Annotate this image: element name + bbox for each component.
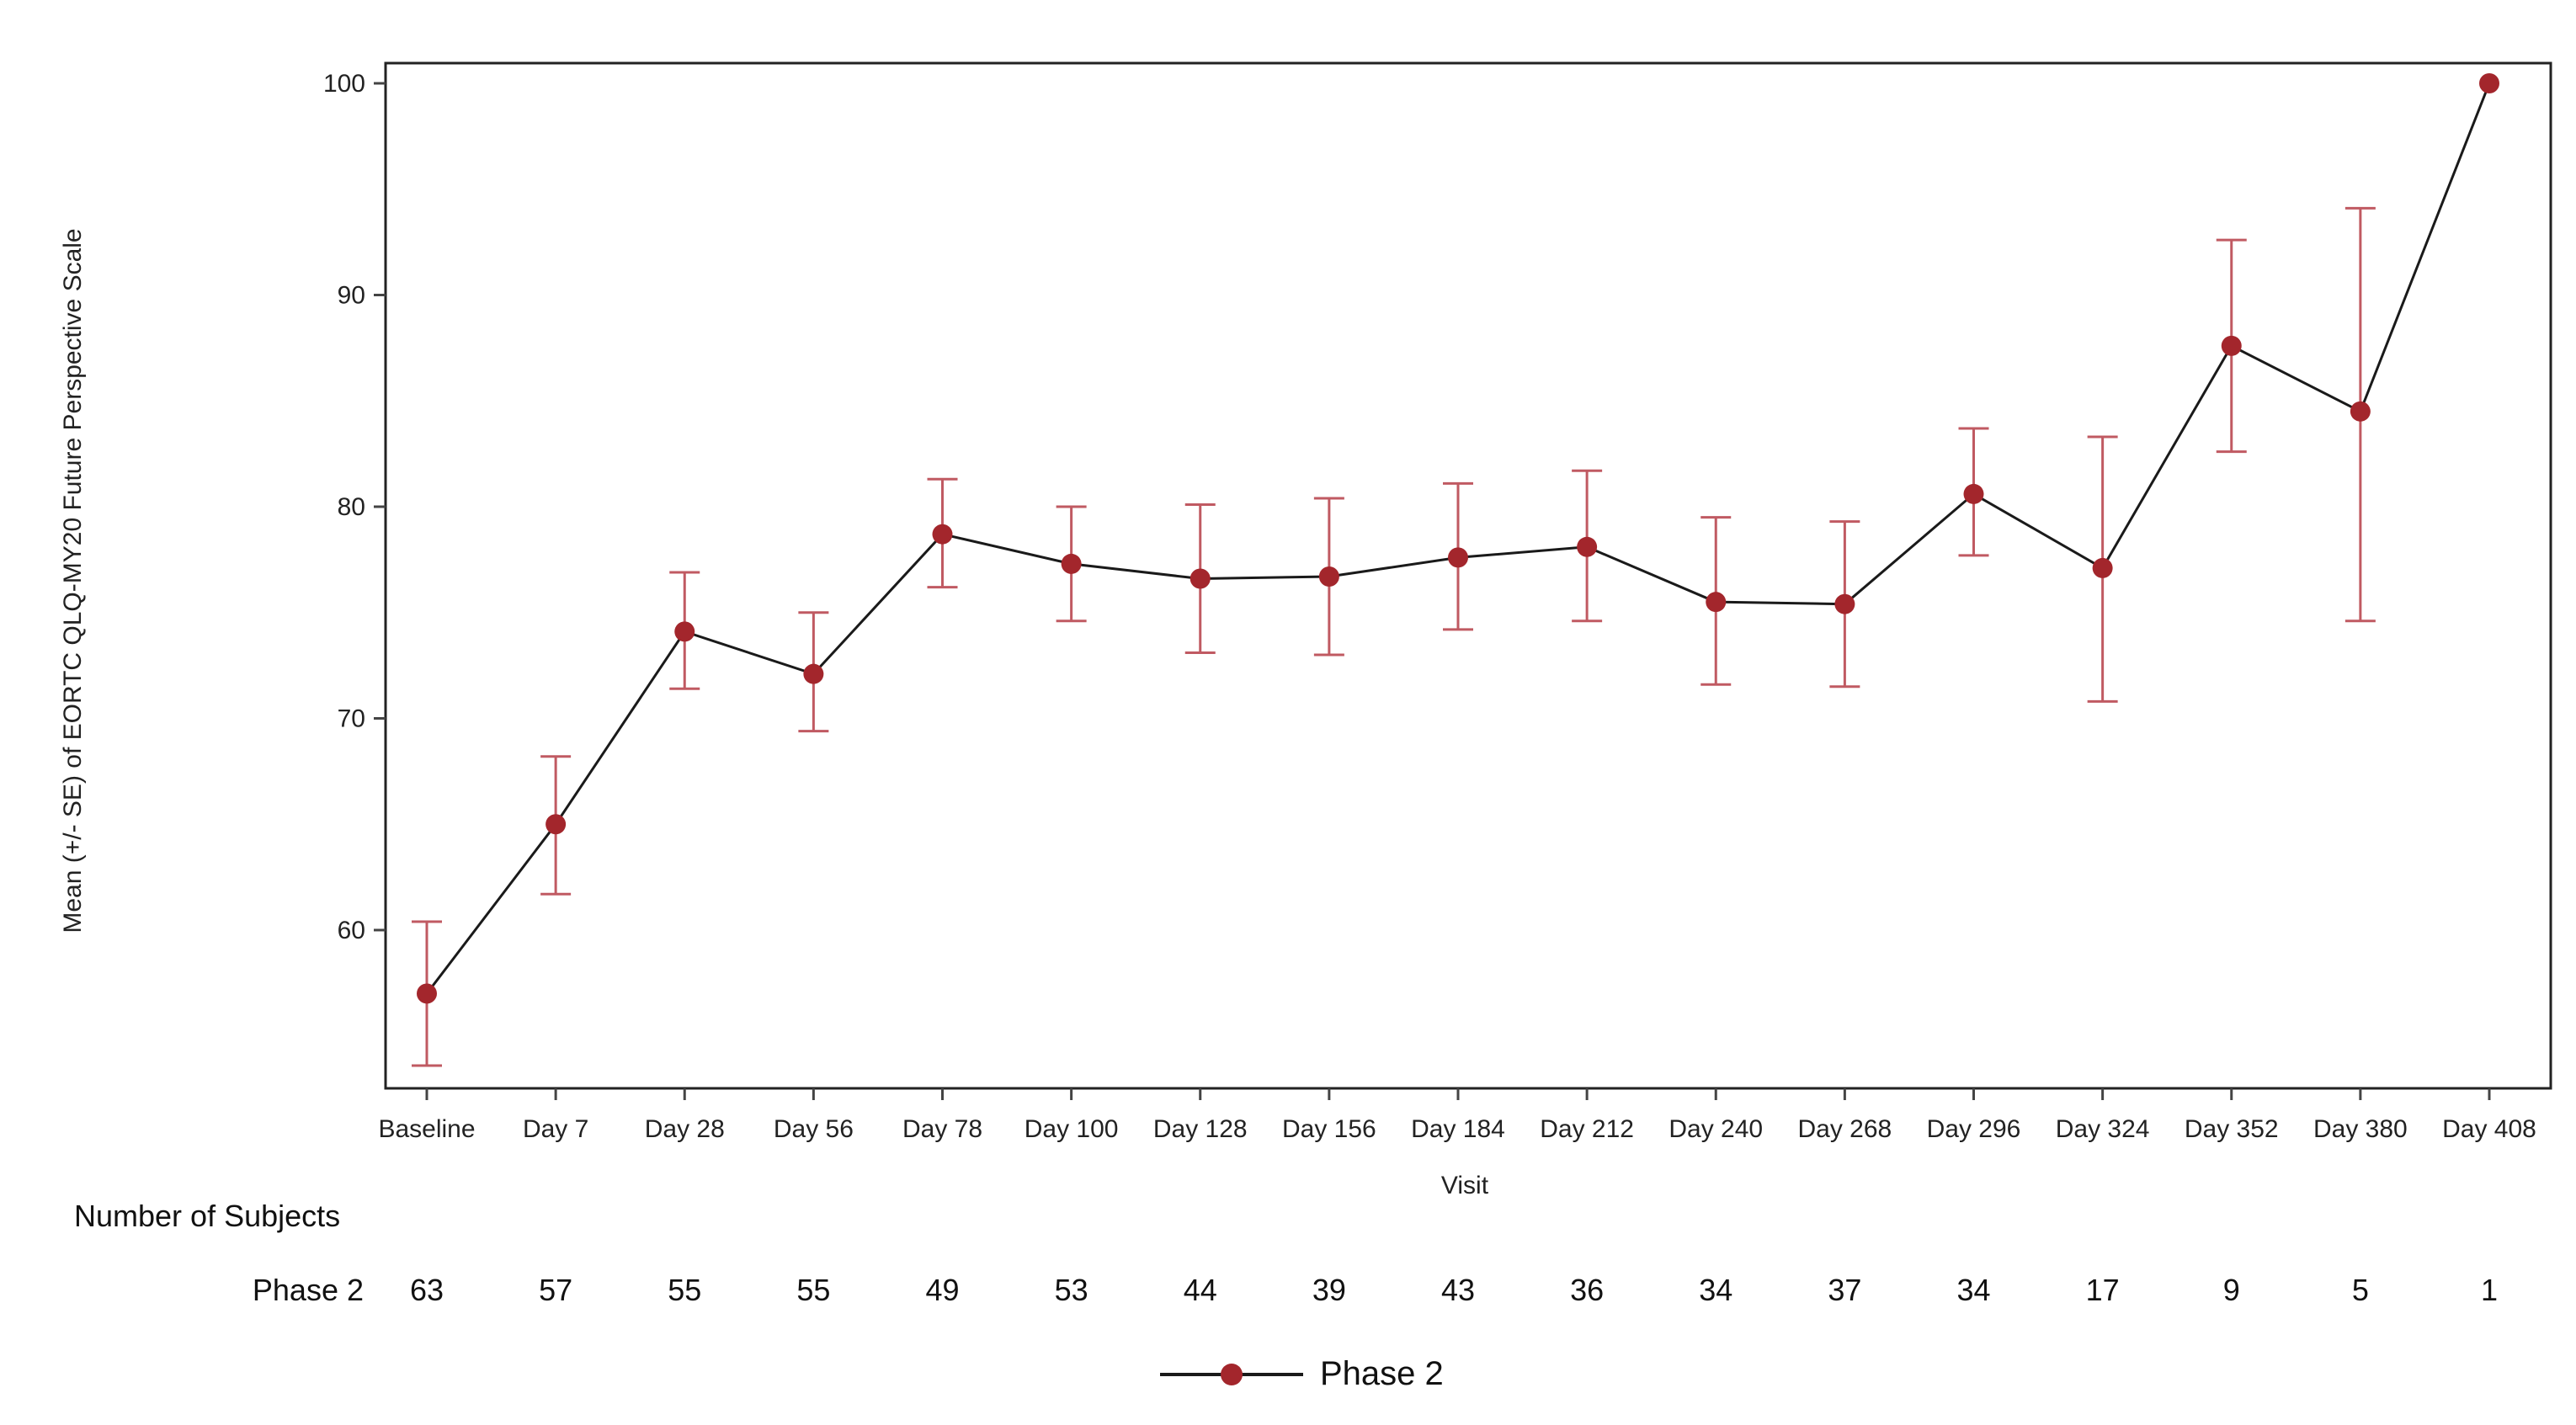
risk-table-cell: 37 [1828,1273,1862,1307]
risk-table-cell: 55 [668,1273,702,1307]
risk-table-cell: 44 [1183,1273,1217,1307]
x-tick-label: Day 240 [1669,1115,1763,1143]
x-tick-label: Day 56 [774,1115,854,1143]
x-tick-label: Day 212 [1540,1115,1634,1143]
risk-table-row-label: Phase 2 [252,1273,364,1307]
y-tick-label: 90 [338,282,365,310]
x-tick-label: Day 352 [2185,1115,2279,1143]
risk-table-cell: 43 [1440,1273,1476,1307]
x-axis: Baseline Day 7 Day 28 Day 56 Day 78 Day 100 Da… [378,1088,2536,1143]
data-point-marker [546,814,567,835]
data-point-marker [2350,401,2371,422]
x-tick-label: Day 296 [1927,1115,2021,1143]
y-tick-label: 100 [323,70,365,98]
risk-table-title: Number of Subjects [74,1199,341,1233]
x-tick-label: Day 128 [1153,1115,1248,1143]
data-point-marker [803,663,824,684]
risk-table-cell: 55 [796,1273,831,1307]
y-axis-title: Mean (+/- SE) of EORTC QLQ-MY20 Future P… [59,228,87,933]
plot-border [384,61,2552,1090]
data-point-marker [417,983,437,1004]
risk-table-cell: 34 [1699,1273,1733,1307]
legend: Phase 2 [1160,1355,1444,1393]
legend-label: Phase 2 [1320,1355,1444,1392]
data-point-marker [1318,566,1339,587]
data-point-marker [1061,553,1082,574]
x-tick-label: Day 78 [902,1115,982,1143]
x-tick-label: Day 7 [523,1115,588,1143]
y-axis: 60 70 80 90 100 [323,70,386,944]
x-axis-title: Visit [1441,1172,1489,1199]
plot-frame [384,61,2552,1090]
data-point-marker [1190,568,1211,589]
risk-table-cell: 49 [925,1273,960,1307]
x-tick-label: Day 408 [2442,1115,2536,1143]
x-tick-label: Day 184 [1411,1115,1505,1143]
data-point-marker [2479,73,2499,93]
risk-table-cell: 17 [2085,1273,2120,1307]
x-tick-label: Baseline [378,1115,475,1143]
data-point-marker [1706,592,1727,613]
series-markers [417,73,2499,1004]
risk-table-cell: 53 [1054,1273,1088,1307]
x-tick-label: Day 324 [2056,1115,2150,1143]
data-point-marker [674,621,695,642]
risk-table-cell: 63 [409,1273,444,1307]
x-tick-label: Day 100 [1025,1115,1119,1143]
data-point-marker [1577,536,1598,557]
risk-table-cell: 34 [1956,1273,1991,1307]
data-point-marker [2092,557,2113,578]
data-point-marker [2221,335,2242,356]
x-tick-label: Day 28 [645,1115,725,1143]
risk-table-cell: 9 [2222,1273,2240,1307]
circle-marker-icon [1160,1363,1303,1385]
risk-table-cell: 57 [539,1273,573,1307]
x-tick-label: Day 156 [1282,1115,1376,1143]
x-tick-label: Day 268 [1798,1115,1892,1143]
error-bars [412,206,2376,1067]
y-tick-label: 70 [338,705,365,733]
risk-table-cell: 1 [2480,1273,2499,1307]
y-tick-label: 80 [338,493,365,521]
data-point-marker [1448,547,1468,568]
data-point-marker [1834,593,1855,614]
risk-table-cell: 36 [1570,1273,1605,1307]
risk-table-cell: 39 [1312,1273,1346,1307]
data-point-marker [1963,483,1984,504]
x-tick-label: Day 380 [2313,1115,2408,1143]
y-tick-label: 60 [338,917,365,944]
data-point-marker [932,524,953,545]
risk-table-cell: 5 [2351,1273,2369,1307]
